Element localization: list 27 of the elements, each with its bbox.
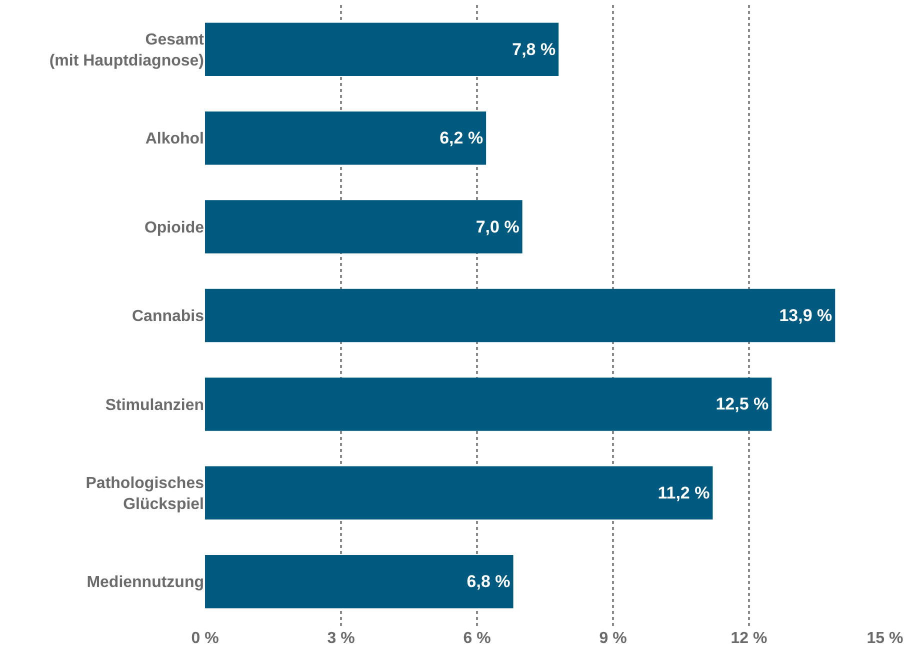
y-tick-label: Pathologisches Glückspiel [86, 475, 204, 513]
x-tick-label: 0 % [191, 630, 219, 647]
bar [205, 466, 713, 520]
bar [205, 288, 836, 342]
data-label: 12,5 % [716, 394, 769, 414]
x-tick-label: 12 % [730, 630, 768, 647]
data-label: 6,2 % [440, 128, 484, 148]
data-label: 6,8 % [466, 572, 510, 592]
data-label: 7,0 % [476, 217, 520, 236]
y-tick-label: Cannabis [132, 308, 204, 326]
x-tick-label: 6 % [463, 630, 491, 647]
bar [205, 200, 522, 254]
data-label: 11,2 % [658, 483, 710, 502]
y-tick-label: Alkohol [145, 130, 204, 148]
data-label: 7,8 % [512, 40, 556, 59]
y-tick-label: Opioide [144, 219, 204, 236]
bar [205, 378, 772, 431]
x-tick-label: 15 % [866, 630, 904, 647]
data-label: 13,9 % [779, 306, 832, 325]
x-tick-label: 3 % [327, 630, 355, 647]
x-tick-label: 9 % [599, 630, 627, 647]
bar [205, 22, 559, 76]
bar [205, 111, 486, 165]
bar [205, 555, 514, 608]
y-tick-label: Mediennutzung [86, 574, 204, 592]
y-tick-label: Stimulanzien [105, 396, 204, 414]
y-tick-label: Gesamt (mit Hauptdiagnose) [49, 32, 205, 70]
